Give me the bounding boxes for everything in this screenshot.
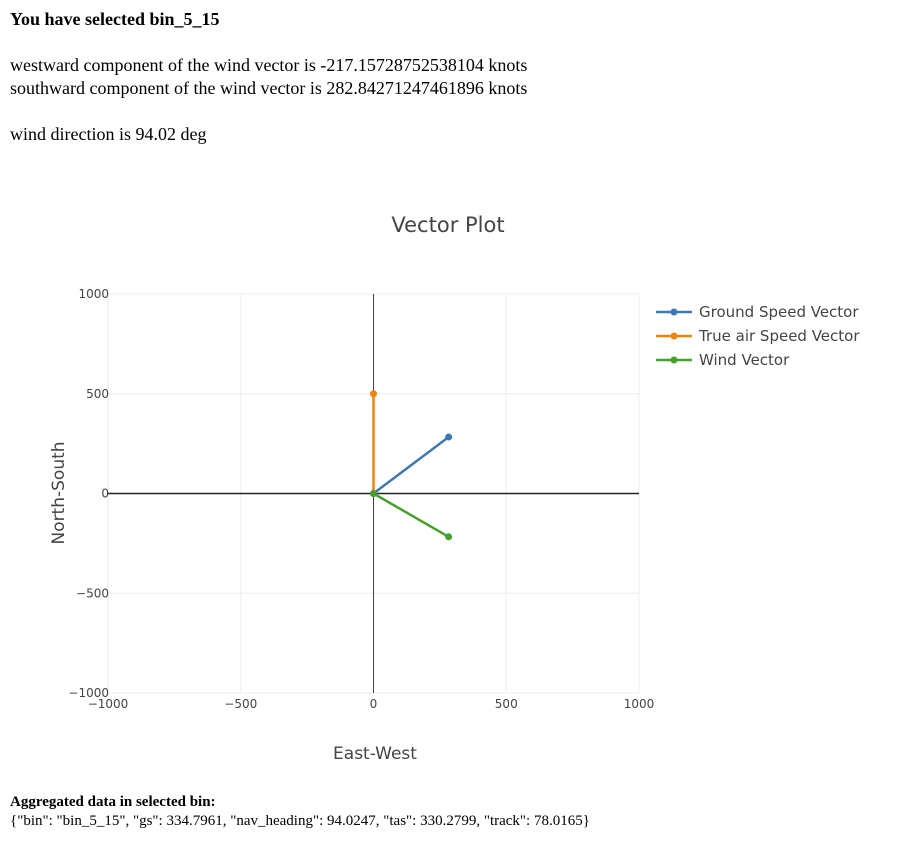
wind-direction-text: wind direction is 94.02 deg <box>10 124 207 144</box>
y-tick-label: 1000 <box>78 287 109 301</box>
y-axis-label: North-South <box>49 441 69 544</box>
aggregated-data-title: Aggregated data in selected bin: <box>10 794 216 810</box>
legend-marker <box>670 308 678 316</box>
x-tick-label: −500 <box>224 697 257 711</box>
selection-heading: You have selected bin_5_15 <box>10 9 220 29</box>
y-tick-label: 500 <box>86 387 109 401</box>
westward-component-text: westward component of the wind vector is… <box>10 55 528 75</box>
aggregated-data-json: {"bin": "bin_5_15", "gs": 334.7961, "nav… <box>10 813 590 829</box>
legend-item[interactable]: Ground Speed Vector <box>656 303 859 321</box>
vector-plot[interactable]: Vector Plot −1000 −500 0 500 1000 1000 500 0 −50… <box>0 200 908 790</box>
x-axis-label: East-West <box>333 744 417 764</box>
tick-labels: −1000 −500 0 500 1000 1000 500 0 −500 −1000 <box>68 287 654 711</box>
series-point <box>370 490 377 497</box>
series-line <box>372 436 450 495</box>
chart-title: Vector Plot <box>391 213 504 237</box>
legend-item[interactable]: True air Speed Vector <box>656 327 860 345</box>
legend-label: Wind Vector <box>699 351 790 369</box>
x-tick-label: 1000 <box>624 697 655 711</box>
series-point <box>370 390 377 398</box>
series-point <box>445 533 453 541</box>
legend-item[interactable]: Wind Vector <box>656 351 790 369</box>
legend-label: Ground Speed Vector <box>699 303 859 321</box>
y-tick-label: 0 <box>101 487 109 501</box>
x-tick-label: 0 <box>370 697 378 711</box>
y-tick-label: −1000 <box>68 686 109 700</box>
legend-marker <box>670 356 678 364</box>
series-line <box>372 492 450 538</box>
x-tick-label: −1000 <box>88 697 129 711</box>
southward-component-text: southward component of the wind vector i… <box>10 78 528 98</box>
x-tick-label: 500 <box>495 697 518 711</box>
legend[interactable]: Ground Speed Vector True air Speed Vector… <box>656 303 860 369</box>
legend-label: True air Speed Vector <box>698 327 860 345</box>
plot-series <box>370 390 453 541</box>
series-point <box>445 433 453 441</box>
y-tick-label: −500 <box>76 586 109 600</box>
legend-marker <box>670 332 678 340</box>
